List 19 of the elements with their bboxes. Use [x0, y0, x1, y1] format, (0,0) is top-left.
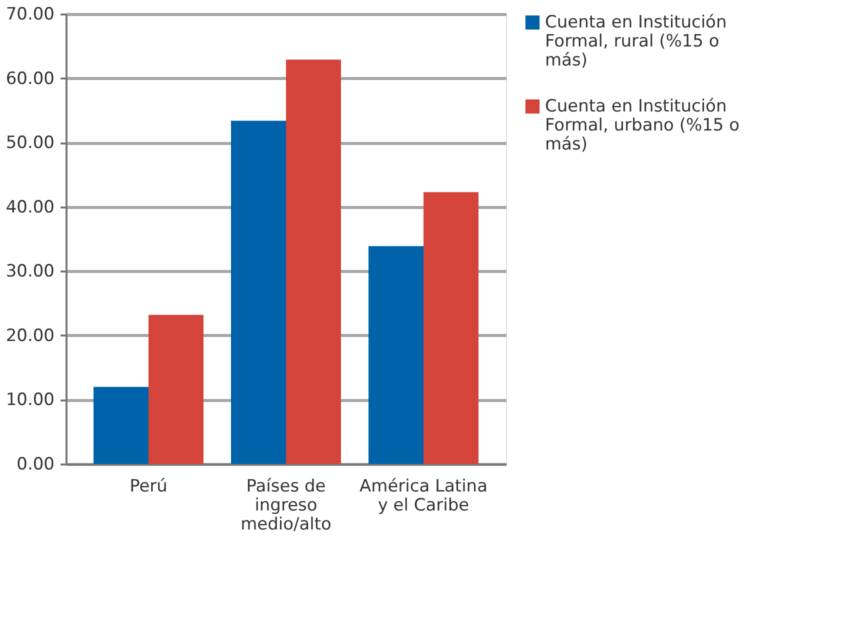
y-tick-label: 10.00: [6, 390, 54, 410]
bar: [231, 120, 286, 464]
y-tick-label: 40.00: [6, 197, 54, 218]
legend-label: Cuenta en Institución Formal, urbano (%15 o más): [545, 96, 740, 154]
bar: [148, 314, 204, 464]
x-tick-label: Perú: [130, 476, 168, 496]
y-tick-label: 30.00: [6, 262, 54, 282]
x-tick-label: América Latina y el Caribe: [360, 476, 488, 516]
x-tick-label: Países de ingreso medio/alto: [240, 476, 332, 534]
y-tick-label: 70.00: [6, 4, 54, 24]
y-tick-label: 60.00: [6, 68, 54, 89]
bar: [286, 60, 341, 464]
bar: [424, 192, 478, 464]
y-tick-label: 20.00: [6, 326, 54, 346]
y-tick-label: 50.00: [6, 133, 54, 154]
y-tick-label: 0.00: [16, 454, 54, 474]
bar: [94, 386, 148, 464]
legend-label: Cuenta en Institución Formal, rural (%15 o más): [545, 12, 727, 70]
bar: [368, 246, 424, 464]
